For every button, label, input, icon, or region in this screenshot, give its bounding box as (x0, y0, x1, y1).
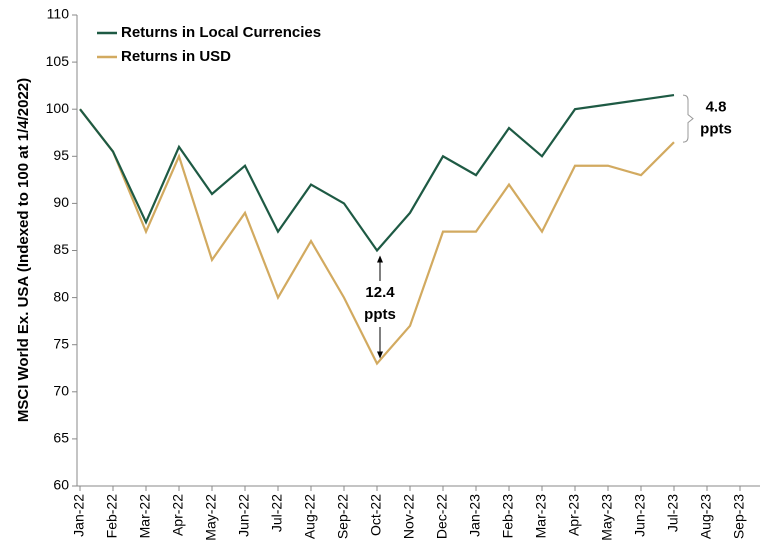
x-tick-label: Mar-22 (137, 494, 153, 539)
x-tick-label: May-23 (599, 494, 615, 541)
x-tick-label: Nov-22 (401, 494, 417, 539)
x-tick-label: Sep-22 (335, 494, 351, 539)
y-tick-label: 60 (53, 477, 69, 493)
annotation-bracket (682, 94, 694, 143)
x-tick-label: Jul-22 (269, 494, 285, 532)
x-tick-label: Feb-22 (104, 494, 120, 539)
x-tick-label: Jul-23 (665, 494, 681, 532)
y-tick-label: 85 (53, 241, 69, 257)
annotation-arrowhead (377, 351, 383, 359)
x-tick-label: Sep-23 (731, 494, 747, 539)
y-axis-label: MSCI World Ex. USA (Indexed to 100 at 1/… (15, 78, 32, 422)
annotation-arrowhead (377, 255, 383, 263)
annotation-text: ppts (364, 306, 396, 323)
x-tick-label: Mar-23 (533, 494, 549, 539)
x-tick-label: Dec-22 (434, 494, 450, 539)
x-tick-label: Aug-23 (698, 494, 714, 539)
y-tick-label: 70 (53, 383, 69, 399)
x-tick-label: Apr-23 (566, 494, 582, 536)
legend-label: Returns in USD (121, 48, 231, 65)
y-tick-label: 105 (46, 53, 70, 69)
annotation-text: 4.8 (706, 99, 727, 116)
x-tick-label: Aug-22 (302, 494, 318, 539)
series-line (79, 108, 675, 366)
legend-label: Returns in Local Currencies (121, 24, 321, 41)
series-line (79, 93, 675, 253)
y-tick-label: 90 (53, 194, 69, 210)
y-tick-label: 110 (47, 6, 70, 22)
x-tick-label: Apr-22 (170, 494, 186, 536)
y-tick-label: 75 (53, 335, 69, 351)
x-tick-label: Feb-23 (500, 494, 516, 539)
x-tick-label: Jan-23 (467, 494, 483, 537)
annotation-text: 12.4 (365, 284, 395, 301)
x-tick-label: Oct-22 (368, 494, 384, 536)
y-tick-label: 80 (53, 288, 69, 304)
x-tick-label: Jun-22 (236, 494, 252, 537)
x-tick-label: Jan-22 (71, 494, 87, 537)
x-tick-label: Jun-23 (632, 494, 648, 537)
y-tick-label: 100 (46, 100, 70, 116)
y-tick-label: 65 (53, 430, 69, 446)
y-tick-label: 95 (53, 147, 69, 163)
x-tick-label: May-22 (203, 494, 219, 541)
annotation-text: ppts (700, 121, 732, 138)
annotation-bg (360, 281, 400, 328)
